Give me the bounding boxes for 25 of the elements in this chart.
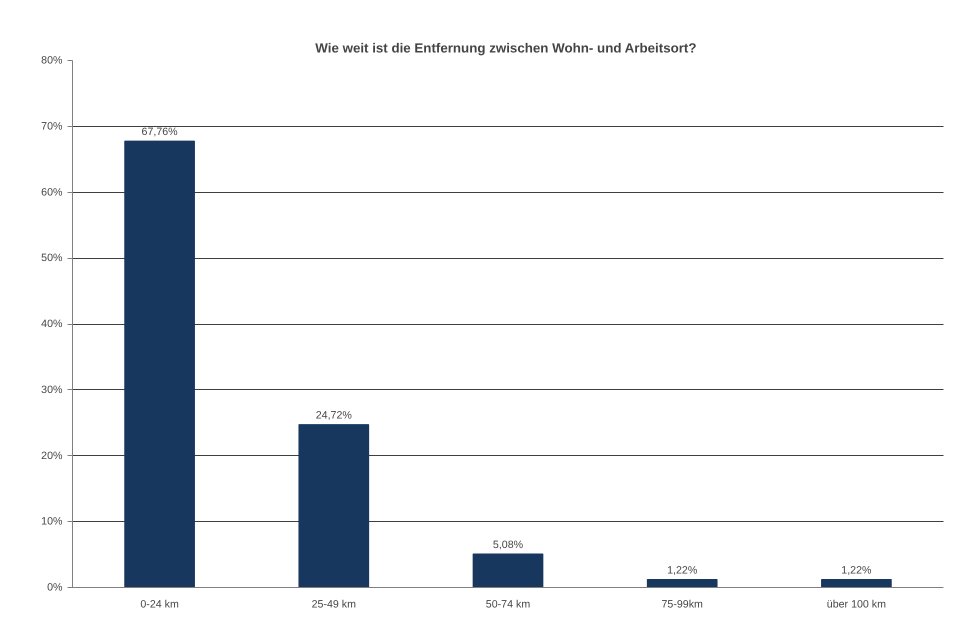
y-tick-label: 70% [41, 120, 64, 132]
bar [821, 578, 892, 588]
data-label: 1,22% [667, 564, 698, 576]
data-label: 1,22% [841, 564, 872, 576]
data-label: 24,72% [316, 410, 352, 422]
x-tick-label: 50-74 km [486, 598, 530, 610]
y-tick-label: 80% [41, 54, 64, 66]
data-label: 67,76% [142, 126, 178, 138]
chart-title: Wie weit ist die Entfernung zwischen Wohn- und Arbeitsort? [315, 40, 697, 56]
bar [646, 578, 718, 588]
x-tick-label: 75-99km [661, 598, 704, 610]
y-tick-label: 10% [41, 516, 64, 528]
bar [298, 424, 370, 588]
y-tick-label: 50% [41, 252, 64, 264]
y-tick-label: 0% [47, 582, 64, 594]
y-tick-label: 20% [41, 450, 64, 462]
y-tick-label: 60% [41, 186, 64, 198]
x-tick-label: 25-49 km [312, 598, 356, 610]
x-tick-label: 0-24 km [140, 598, 179, 610]
x-tick-label: über 100 km [826, 598, 886, 610]
y-tick-label: 30% [41, 384, 64, 396]
data-label: 5,08% [492, 539, 524, 552]
y-tick-label: 40% [41, 318, 64, 330]
bar [124, 140, 195, 588]
bar [472, 554, 544, 588]
